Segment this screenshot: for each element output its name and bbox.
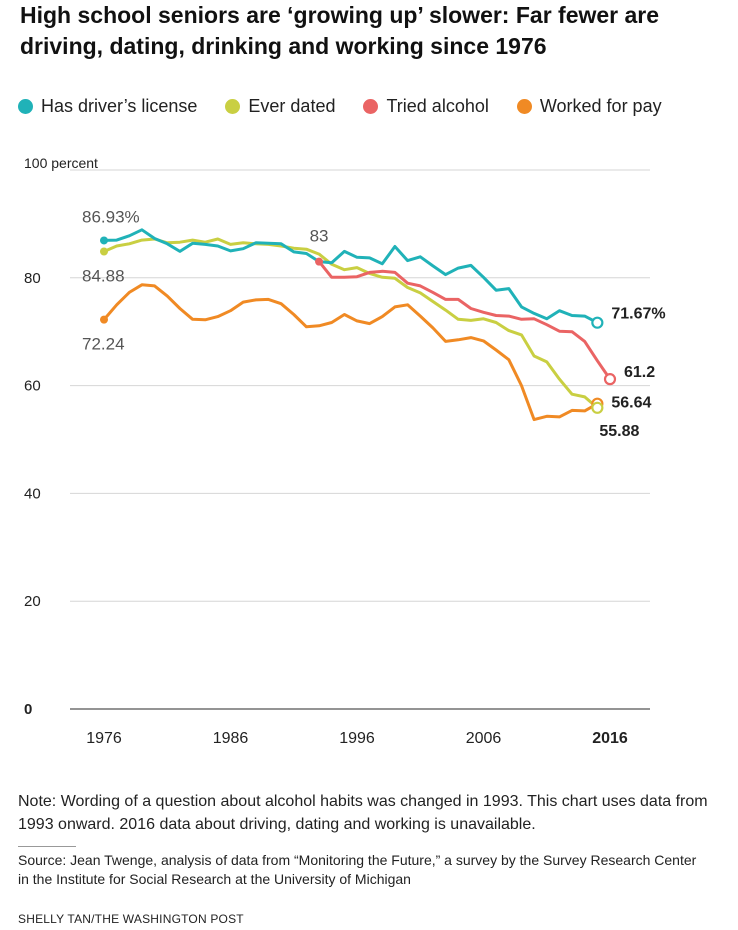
- legend-item: Has driver’s license: [18, 96, 197, 117]
- series-line: [102, 283, 599, 422]
- x-tick-label: 1976: [86, 730, 122, 747]
- legend-label: Tried alcohol: [386, 95, 489, 116]
- series-line: [102, 237, 599, 410]
- data-point: [603, 373, 617, 386]
- data-label: 72.24: [82, 335, 125, 354]
- data-point: [100, 315, 108, 324]
- x-tick-label: 2006: [466, 730, 502, 747]
- line-chart: 0 20 40 60 80 100 percent 1976 1986 1996 2006 2016…: [24, 155, 666, 747]
- x-tick-label: 2016: [592, 730, 628, 747]
- x-tick-label: 1986: [213, 730, 249, 747]
- y-tick-label: 40: [24, 485, 41, 502]
- legend-swatch: [225, 98, 241, 114]
- legend-label: Ever dated: [248, 95, 336, 116]
- chart-source: Source: Jean Twenge, analysis of data fr…: [18, 852, 697, 887]
- data-label: 55.88: [599, 423, 639, 440]
- legend: Has driver’s license Ever dated Tried alco…: [18, 92, 690, 120]
- legend-swatch: [516, 98, 532, 114]
- divider: [18, 846, 76, 847]
- legend-swatch: [363, 98, 379, 114]
- data-label: 86.93%: [82, 207, 140, 226]
- data-label: 56.64: [611, 395, 651, 412]
- y-tick-label: 0: [24, 701, 32, 718]
- legend-item: Worked for pay: [516, 95, 662, 117]
- legend-item: Tried alcohol: [363, 95, 489, 117]
- data-point: [315, 257, 324, 266]
- data-label: 61.2: [624, 364, 655, 381]
- x-tick-label: 1996: [339, 730, 375, 747]
- data-label: 71.67%: [611, 306, 665, 323]
- chart-title: High school seniors are ‘growing up’ slo…: [20, 2, 660, 59]
- legend-item: Ever dated: [225, 96, 335, 117]
- data-point: [591, 316, 604, 329]
- y-tick-label: 60: [24, 378, 41, 395]
- data-point: [591, 401, 604, 414]
- data-label: 83: [310, 227, 329, 246]
- legend-label: Worked for pay: [539, 95, 662, 116]
- legend-swatch: [18, 98, 33, 114]
- data-point: [100, 236, 108, 245]
- y-tick-label: 100 percent: [24, 155, 98, 171]
- series-line: [102, 228, 599, 325]
- credit-line: SHELLY TAN/THE WASHINGTON POST: [18, 912, 244, 926]
- chart-note: Note: Wording of a question about alcoho…: [18, 793, 708, 833]
- y-tick-label: 20: [24, 593, 41, 610]
- series-line: [317, 260, 612, 381]
- data-point: [100, 247, 108, 256]
- y-tick-label: 80: [24, 270, 41, 287]
- legend-label: Has driver’s license: [41, 95, 198, 116]
- data-label: 84.88: [82, 266, 125, 285]
